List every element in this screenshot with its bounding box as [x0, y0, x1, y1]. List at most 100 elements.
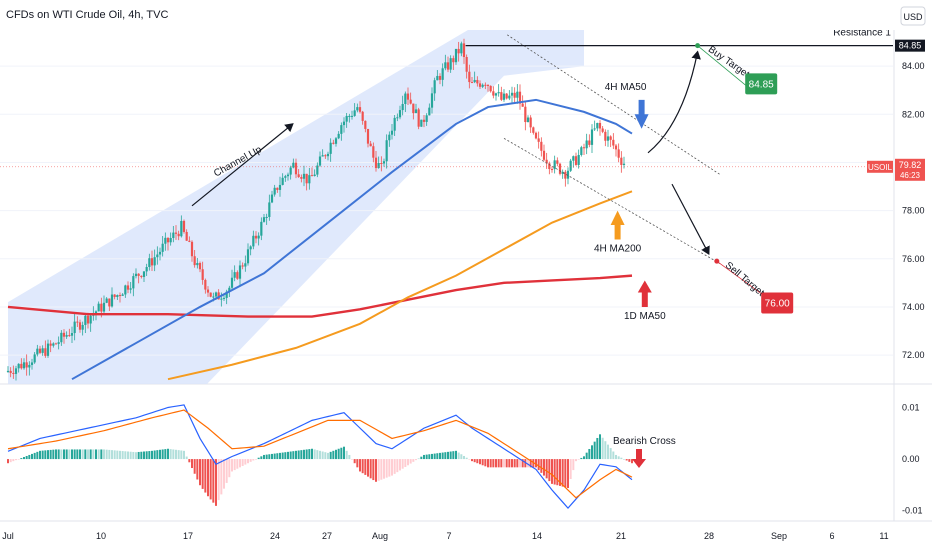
histogram-bar	[244, 459, 247, 465]
sell-target-value: 76.00	[765, 298, 790, 309]
candle	[206, 286, 210, 297]
histogram-bar	[572, 459, 575, 471]
buy-target-badge	[745, 73, 778, 95]
candle	[428, 103, 431, 116]
candle	[137, 273, 140, 284]
histogram-bar	[143, 451, 145, 460]
candle	[294, 158, 298, 179]
histogram-bar	[252, 459, 255, 461]
histogram-bar	[409, 459, 412, 464]
candle	[569, 158, 572, 172]
histogram-bar	[100, 449, 103, 460]
histogram-bar	[316, 450, 319, 460]
sell-target-connector	[716, 260, 767, 298]
candle	[553, 155, 556, 174]
candle	[620, 151, 623, 173]
candle	[190, 240, 194, 262]
candle	[545, 152, 548, 169]
histogram-bar	[25, 455, 28, 460]
candle	[182, 219, 186, 234]
price-grid	[0, 65, 893, 356]
histogram-bar	[569, 459, 572, 480]
histogram-bar	[81, 449, 84, 460]
histogram-bar	[39, 450, 41, 460]
candle	[334, 137, 338, 147]
candle	[518, 84, 522, 110]
candle	[177, 230, 180, 241]
candle	[497, 84, 500, 97]
histogram-bar	[177, 450, 180, 460]
histogram-bar	[228, 459, 231, 478]
candle	[500, 86, 503, 102]
currency-button[interactable]	[900, 6, 926, 26]
candle	[14, 365, 18, 381]
candle	[609, 135, 612, 148]
candle	[340, 122, 343, 141]
candle	[462, 38, 466, 64]
time-tick: 11	[879, 531, 888, 541]
histogram-bar	[372, 459, 375, 481]
histogram-bar	[279, 452, 281, 460]
candle	[502, 89, 506, 102]
ma50-1d-arrow	[637, 280, 652, 307]
candle	[460, 41, 463, 57]
candle	[297, 169, 300, 178]
candle	[310, 167, 314, 177]
candle	[406, 87, 410, 106]
histogram-bar	[191, 459, 193, 469]
histogram-bar	[233, 459, 236, 471]
time-tick: 14	[532, 531, 542, 541]
candle	[470, 77, 474, 84]
histogram-bar	[156, 450, 159, 460]
candle	[9, 367, 12, 378]
candle	[366, 128, 370, 148]
macd-tick: -0.01	[902, 506, 923, 516]
histogram-bar	[593, 441, 596, 460]
candle	[532, 126, 535, 135]
histogram-bar	[63, 449, 65, 460]
histogram-bar	[353, 459, 356, 464]
histogram-bar	[231, 459, 233, 472]
histogram-bar	[145, 451, 148, 460]
histogram-bar	[276, 453, 279, 460]
candle	[318, 151, 322, 167]
candle	[201, 261, 204, 285]
candle	[513, 87, 516, 103]
histogram-bar	[295, 450, 297, 460]
candle	[25, 354, 28, 376]
time-tick: 27	[322, 531, 332, 541]
histogram-bar	[548, 459, 551, 482]
histogram-bar	[391, 459, 393, 476]
candle	[76, 316, 79, 327]
histogram-bar	[444, 452, 447, 460]
candle	[105, 297, 108, 304]
histogram-bar	[436, 453, 439, 460]
candle	[388, 131, 391, 147]
histogram-bar	[87, 449, 89, 460]
candle	[57, 336, 60, 350]
candle	[326, 151, 330, 161]
histogram-bar	[449, 451, 452, 460]
histogram-bar	[420, 456, 423, 460]
candle	[233, 265, 236, 282]
histogram-bar	[167, 448, 169, 460]
histogram-bar	[212, 459, 215, 503]
candle	[156, 246, 159, 265]
candle	[430, 87, 434, 114]
histogram-bar	[185, 456, 188, 460]
histogram-bar	[519, 459, 521, 468]
histogram-bar	[596, 437, 599, 460]
histogram-bar	[255, 459, 257, 460]
candle	[372, 142, 375, 163]
price-tick: 78.00	[902, 206, 925, 216]
candle	[268, 194, 271, 221]
candle	[180, 215, 183, 238]
histogram-bar	[540, 459, 543, 473]
histogram-bar	[188, 459, 191, 463]
candle	[393, 114, 396, 137]
candle	[300, 174, 303, 183]
candle	[140, 275, 143, 279]
candlestick-series	[6, 38, 626, 381]
histogram-bar	[545, 459, 548, 479]
